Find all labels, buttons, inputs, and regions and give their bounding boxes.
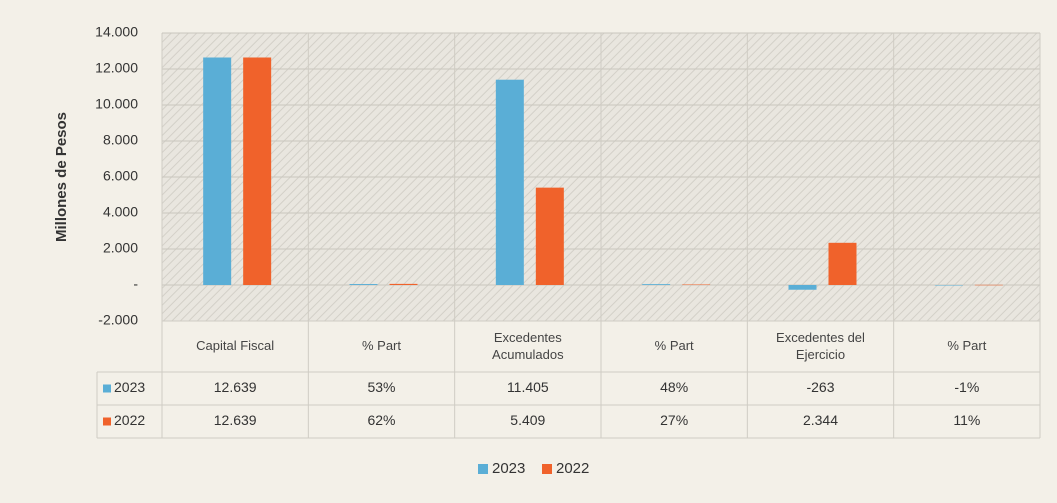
- x-tick-label-box: Capital Fiscal: [196, 338, 275, 354]
- y-tick-label: -: [133, 276, 138, 292]
- x-tick-label-box: % Part: [361, 338, 401, 354]
- y-tick-label: 12.000: [95, 60, 138, 76]
- table-cell: -263: [806, 379, 834, 395]
- table-cell: 27%: [660, 412, 688, 428]
- y-tick-label: 14.000: [95, 24, 138, 40]
- bar: [243, 57, 272, 285]
- bar: [642, 284, 671, 285]
- table-cell: 62%: [367, 412, 395, 428]
- row-header: 2022: [114, 412, 145, 428]
- x-tick-label: % Part: [947, 338, 987, 354]
- bar: [828, 242, 857, 285]
- x-tick-label: % Part: [361, 338, 401, 354]
- y-tick-label: 2.000: [103, 240, 138, 256]
- bar: [203, 57, 232, 285]
- x-tick-label-box: % Part: [654, 338, 694, 354]
- table-cell: 12.639: [214, 379, 257, 395]
- y-tick-label: 4.000: [103, 204, 138, 220]
- table-cell: 2.344: [803, 412, 838, 428]
- y-tick-label: 8.000: [103, 132, 138, 148]
- legend-swatch: [542, 464, 552, 474]
- table-cell: 11.405: [507, 379, 549, 395]
- legend-swatch: [103, 384, 111, 393]
- x-tick-label: Excedentes del Ejercicio: [776, 329, 865, 362]
- bar: [535, 187, 564, 285]
- table-cell: 48%: [660, 379, 688, 395]
- table-cell: 5.409: [510, 412, 545, 428]
- bar: [349, 284, 378, 285]
- bar: [974, 284, 1003, 286]
- y-tick-label: 10.000: [95, 96, 138, 112]
- table-cell: 11%: [953, 412, 980, 428]
- legend-label: 2023: [492, 460, 525, 477]
- legend-swatch: [478, 464, 488, 474]
- x-tick-label-box: % Part: [947, 338, 987, 354]
- bar: [788, 285, 817, 290]
- x-tick-label: Excedentes Acumulados: [492, 329, 564, 362]
- table-cell: 53%: [367, 379, 395, 395]
- legend-swatch: [103, 417, 111, 426]
- x-tick-label-box: Excedentes del Ejercicio: [776, 329, 865, 362]
- table-cell: 12.639: [214, 412, 257, 428]
- bar: [389, 283, 418, 285]
- x-tick-label: % Part: [654, 338, 694, 354]
- y-axis-label: Millones de Pesos: [53, 112, 70, 242]
- legend-label: 2022: [556, 460, 589, 477]
- x-tick-label: Capital Fiscal: [196, 338, 275, 354]
- bar: [495, 79, 524, 286]
- row-header: 2023: [114, 379, 145, 395]
- x-tick-label-box: Excedentes Acumulados: [492, 329, 564, 362]
- y-tick-label: -2.000: [98, 312, 138, 328]
- bar: [682, 284, 711, 286]
- y-tick-label: 6.000: [103, 168, 138, 184]
- bar: [934, 285, 963, 286]
- table-cell: -1%: [954, 379, 979, 395]
